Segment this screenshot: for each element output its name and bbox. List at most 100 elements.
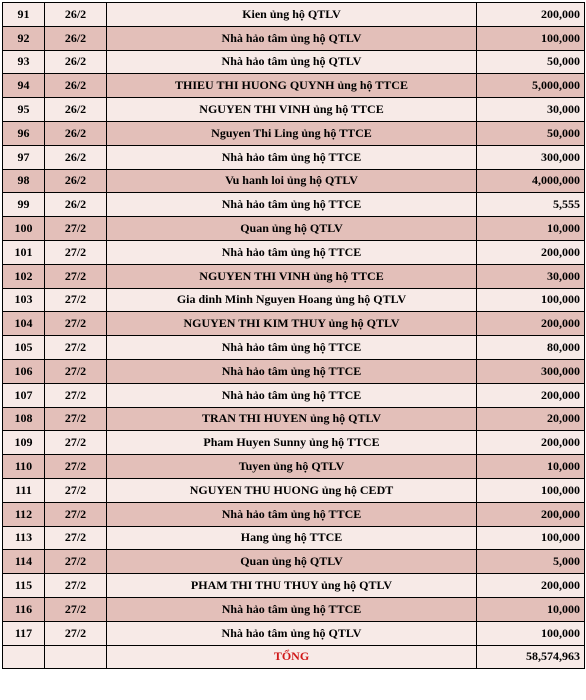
row-amount: 10,000 — [477, 217, 585, 241]
table-row: 9826/2Vu hanh loi ủng hộ QTLV4,000,000 — [3, 169, 585, 193]
table-row: 9526/2NGUYEN THI VINH ủng hộ TTCE30,000 — [3, 98, 585, 122]
row-date: 27/2 — [45, 407, 107, 431]
row-index: 117 — [3, 621, 45, 645]
row-amount: 300,000 — [477, 359, 585, 383]
table-row: 10527/2Nhà hảo tâm ủng hộ TTCE80,000 — [3, 336, 585, 360]
row-amount: 200,000 — [477, 383, 585, 407]
row-index: 108 — [3, 407, 45, 431]
row-amount: 80,000 — [477, 336, 585, 360]
row-amount: 5,555 — [477, 193, 585, 217]
row-date: 27/2 — [45, 550, 107, 574]
row-index: 107 — [3, 383, 45, 407]
row-index: 95 — [3, 98, 45, 122]
table-row: 11327/2Hang ủng hộ TTCE100,000 — [3, 526, 585, 550]
row-description: Nhà hảo tâm ủng hộ TTCE — [107, 597, 477, 621]
row-description: Hang ủng hộ TTCE — [107, 526, 477, 550]
row-date: 27/2 — [45, 217, 107, 241]
row-description: Nhà hảo tâm ủng hộ QTLV — [107, 50, 477, 74]
table-row: 9126/2Kien ủng hộ QTLV200,000 — [3, 3, 585, 27]
row-amount: 100,000 — [477, 288, 585, 312]
row-date: 27/2 — [45, 264, 107, 288]
row-description: Nhà hảo tâm ủng hộ TTCE — [107, 336, 477, 360]
row-description: Nhà hảo tâm ủng hộ TTCE — [107, 359, 477, 383]
table-row: 9726/2Nhà hảo tâm ủng hộ TTCE300,000 — [3, 145, 585, 169]
row-description: Gia dinh Minh Nguyen Hoang ủng hộ QTLV — [107, 288, 477, 312]
row-amount: 50,000 — [477, 121, 585, 145]
row-index: 99 — [3, 193, 45, 217]
row-index: 113 — [3, 526, 45, 550]
row-index: 93 — [3, 50, 45, 74]
row-index: 92 — [3, 26, 45, 50]
row-index: 116 — [3, 597, 45, 621]
row-index: 94 — [3, 74, 45, 98]
row-amount: 100,000 — [477, 621, 585, 645]
row-amount: 200,000 — [477, 240, 585, 264]
table-row: 11727/2Nhà hảo tâm ủng hộ QTLV100,000 — [3, 621, 585, 645]
table-row: 9226/2Nhà hảo tâm ủng hộ QTLV100,000 — [3, 26, 585, 50]
total-label: TỔNG — [107, 645, 477, 669]
table-row: 10227/2NGUYEN THI VINH ủng hộ TTCE30,000 — [3, 264, 585, 288]
row-description: Vu hanh loi ủng hộ QTLV — [107, 169, 477, 193]
row-amount: 200,000 — [477, 431, 585, 455]
row-amount: 200,000 — [477, 502, 585, 526]
donations-table: 9126/2Kien ủng hộ QTLV200,0009226/2Nhà h… — [2, 2, 585, 669]
row-description: Nguyen Thi Ling ủng hộ TTCE — [107, 121, 477, 145]
row-date: 27/2 — [45, 574, 107, 598]
row-amount: 200,000 — [477, 3, 585, 27]
row-date: 27/2 — [45, 431, 107, 455]
row-date: 27/2 — [45, 312, 107, 336]
table-row: 9926/2Nhà hảo tâm ủng hộ TTCE5,555 — [3, 193, 585, 217]
total-amount: 58,574,963 — [477, 645, 585, 669]
table-row: 11427/2Quan ủng hộ QTLV5,000 — [3, 550, 585, 574]
row-date: 26/2 — [45, 169, 107, 193]
row-description: Nhà hảo tâm ủng hộ QTLV — [107, 621, 477, 645]
row-date: 27/2 — [45, 383, 107, 407]
row-date: 26/2 — [45, 3, 107, 27]
table-row: 11527/2PHAM THI THU THUY ủng hộ QTLV200,… — [3, 574, 585, 598]
total-empty-1 — [3, 645, 45, 669]
row-date: 27/2 — [45, 455, 107, 479]
row-amount: 100,000 — [477, 526, 585, 550]
row-date: 26/2 — [45, 98, 107, 122]
row-description: Tuyen ủng hộ QTLV — [107, 455, 477, 479]
row-amount: 50,000 — [477, 50, 585, 74]
row-index: 115 — [3, 574, 45, 598]
table-row: 10027/2Quan ủng hộ QTLV10,000 — [3, 217, 585, 241]
row-index: 102 — [3, 264, 45, 288]
row-date: 26/2 — [45, 145, 107, 169]
row-index: 114 — [3, 550, 45, 574]
row-amount: 30,000 — [477, 264, 585, 288]
table-row: 10727/2Nhà hảo tâm ủng hộ TTCE200,000 — [3, 383, 585, 407]
row-date: 27/2 — [45, 359, 107, 383]
row-description: Pham Huyen Sunny ủng hộ TTCE — [107, 431, 477, 455]
row-description: NGUYEN THI VINH ủng hộ TTCE — [107, 264, 477, 288]
row-date: 27/2 — [45, 597, 107, 621]
total-row: TỔNG58,574,963 — [3, 645, 585, 669]
row-description: Nhà hảo tâm ủng hộ TTCE — [107, 193, 477, 217]
row-description: Nhà hảo tâm ủng hộ TTCE — [107, 502, 477, 526]
row-amount: 30,000 — [477, 98, 585, 122]
row-amount: 200,000 — [477, 312, 585, 336]
row-amount: 100,000 — [477, 478, 585, 502]
row-index: 97 — [3, 145, 45, 169]
row-description: Quan ủng hộ QTLV — [107, 550, 477, 574]
row-date: 27/2 — [45, 336, 107, 360]
row-amount: 100,000 — [477, 26, 585, 50]
row-amount: 200,000 — [477, 574, 585, 598]
row-description: NGUYEN THU HUONG ủng hộ CEDT — [107, 478, 477, 502]
total-empty-2 — [45, 645, 107, 669]
row-date: 26/2 — [45, 121, 107, 145]
row-index: 101 — [3, 240, 45, 264]
row-index: 112 — [3, 502, 45, 526]
row-amount: 4,000,000 — [477, 169, 585, 193]
row-date: 26/2 — [45, 193, 107, 217]
row-index: 110 — [3, 455, 45, 479]
row-index: 103 — [3, 288, 45, 312]
row-date: 27/2 — [45, 240, 107, 264]
row-date: 26/2 — [45, 26, 107, 50]
table-row: 11127/2NGUYEN THU HUONG ủng hộ CEDT100,0… — [3, 478, 585, 502]
row-description: Nhà hảo tâm ủng hộ TTCE — [107, 240, 477, 264]
table-row: 10327/2Gia dinh Minh Nguyen Hoang ủng hộ… — [3, 288, 585, 312]
row-date: 27/2 — [45, 288, 107, 312]
row-description: Kien ủng hộ QTLV — [107, 3, 477, 27]
